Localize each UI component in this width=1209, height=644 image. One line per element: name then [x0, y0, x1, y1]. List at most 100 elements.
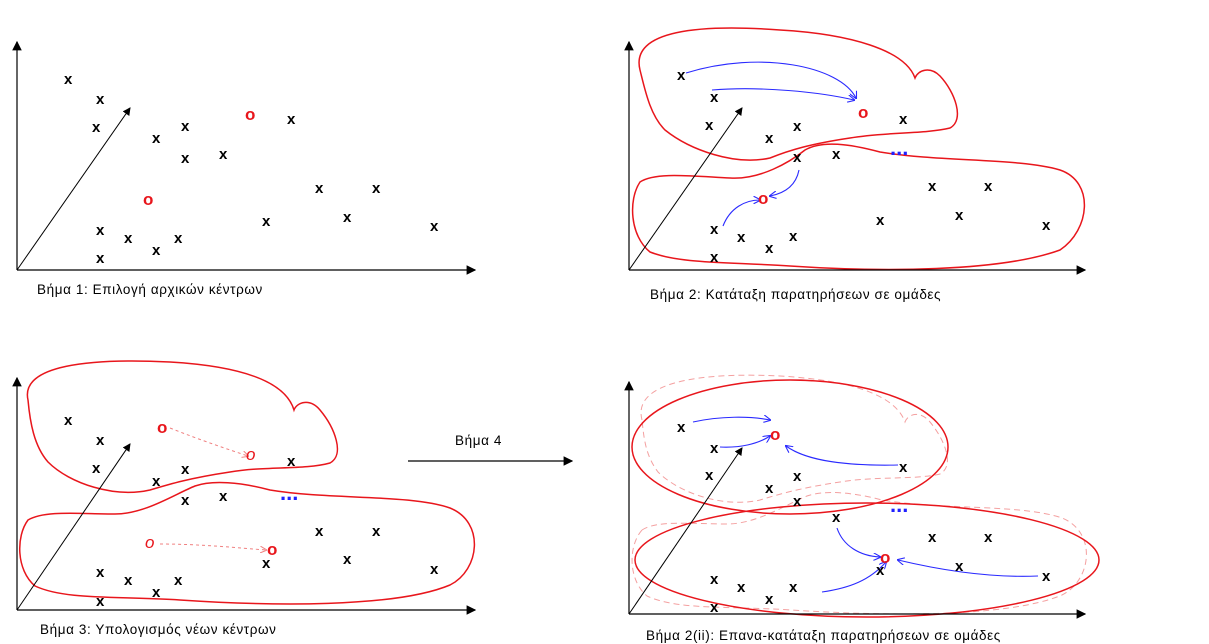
ellipsis-mark: ... — [280, 480, 298, 505]
reassignment-arrow — [898, 560, 1039, 577]
observation-mark: x — [64, 71, 73, 88]
observation-mark: x — [765, 480, 774, 497]
observation-mark: x — [152, 473, 161, 490]
caption-step2ii: Βήμα 2(ii): Επανα-κατάταξη παρατηρήσεων … — [646, 628, 1001, 643]
observation-mark: x — [181, 150, 190, 167]
observation-mark: x — [315, 180, 324, 197]
observation-mark: x — [793, 468, 802, 485]
observation-mark: x — [287, 453, 296, 470]
observation-mark: x — [315, 523, 324, 540]
ellipsis-mark: ... — [890, 492, 908, 517]
observation-mark: x — [705, 467, 714, 484]
observation-mark: x — [984, 529, 993, 546]
center-shift-arrow — [169, 427, 248, 456]
observation-mark: x — [96, 593, 105, 610]
observation-mark: x — [92, 119, 101, 136]
observation-mark: x — [765, 130, 774, 147]
center-mark: o — [267, 540, 277, 559]
cluster-upper — [638, 27, 959, 161]
previous-center-mark: o — [145, 533, 154, 552]
observation-mark: x — [372, 180, 381, 197]
panel-step2ii: x x x x x x x x x x x x x x x x x x o o … — [624, 374, 1100, 643]
observation-mark: x — [262, 213, 271, 230]
observation-mark: x — [181, 461, 190, 478]
panel-step3: x x x x x x x x x x x x x x x x x x o o … — [12, 360, 477, 637]
center-mark: o — [157, 418, 167, 437]
observation-mark: x — [899, 459, 908, 476]
cluster-lower — [634, 502, 1100, 618]
observation-mark: x — [677, 67, 686, 84]
observation-mark: x — [372, 523, 381, 540]
center-mark: o — [880, 548, 890, 567]
cluster-upper — [631, 379, 949, 515]
center-mark: o — [143, 190, 153, 209]
observation-mark: x — [124, 572, 133, 589]
observation-mark: x — [1042, 217, 1051, 234]
observation-mark: x — [343, 551, 352, 568]
assignment-arrow — [711, 88, 854, 100]
observation-mark: x — [710, 440, 719, 457]
observation-mark: x — [984, 178, 993, 195]
observations: x x x x x x x x x x x x x x x x x x — [677, 419, 1051, 616]
observation-mark: x — [181, 492, 190, 509]
observation-mark: x — [430, 561, 439, 578]
observation-mark: x — [430, 218, 439, 235]
observation-mark: x — [1042, 568, 1051, 585]
panel-step1: x x x x x x x x x x x x x x x x x x o o … — [12, 40, 477, 297]
observation-mark: x — [152, 242, 161, 259]
observation-mark: x — [96, 432, 105, 449]
observation-mark: x — [92, 460, 101, 477]
reassignment-arrow — [821, 562, 886, 593]
caption-step1: Βήμα 1: Επιλογή αρχικών κέντρων — [37, 282, 263, 297]
observation-mark: x — [899, 111, 908, 128]
observation-mark: x — [765, 240, 774, 257]
observation-mark: x — [124, 230, 133, 247]
reassignment-arrow — [692, 417, 770, 422]
observation-mark: x — [928, 178, 937, 195]
cluster-upper — [26, 360, 339, 494]
z-axis — [16, 443, 131, 611]
reassignment-arrow — [836, 527, 880, 557]
previous-center-mark: o — [246, 445, 255, 464]
observation-mark: x — [793, 493, 802, 510]
assignment-arrow — [770, 169, 800, 196]
observation-mark: x — [152, 584, 161, 601]
assignment-arrow — [685, 61, 856, 98]
center-mark: o — [770, 425, 780, 444]
observations: x x x x x x x x x x x x x x x x x x — [677, 67, 1051, 266]
observation-mark: x — [876, 562, 885, 579]
observation-mark: x — [219, 146, 228, 163]
z-axis — [628, 447, 743, 615]
observation-mark: x — [710, 89, 719, 106]
observations: x x x x x x x x x x x x x x x x x x — [64, 412, 439, 610]
observation-mark: x — [96, 91, 105, 108]
z-axis — [16, 107, 131, 271]
cluster-lower — [18, 481, 476, 605]
observation-mark: x — [955, 207, 964, 224]
observation-mark: x — [793, 118, 802, 135]
observation-mark: x — [789, 579, 798, 596]
observation-mark: x — [710, 599, 719, 616]
observation-mark: x — [710, 249, 719, 266]
observation-mark: x — [64, 412, 73, 429]
step4-label: Βήμα 4 — [455, 433, 502, 448]
observation-mark: x — [677, 419, 686, 436]
observation-mark: x — [737, 579, 746, 596]
ellipsis-mark: ... — [890, 135, 908, 160]
caption-step3: Βήμα 3: Υπολογισμός νέων κέντρων — [40, 622, 277, 637]
observation-mark: x — [96, 222, 105, 239]
observation-mark: x — [765, 591, 774, 608]
observation-mark: x — [832, 509, 841, 526]
observation-mark: x — [152, 130, 161, 147]
reassignment-arrow — [786, 446, 899, 466]
z-axis — [628, 107, 743, 271]
cluster-lower — [631, 143, 1086, 271]
reassignment-arrow — [719, 436, 770, 448]
observation-mark: x — [96, 250, 105, 267]
observation-mark: x — [705, 117, 714, 134]
center-mark: o — [858, 103, 868, 122]
observation-mark: x — [262, 555, 271, 572]
observation-mark: x — [96, 564, 105, 581]
observation-mark: x — [876, 212, 885, 229]
